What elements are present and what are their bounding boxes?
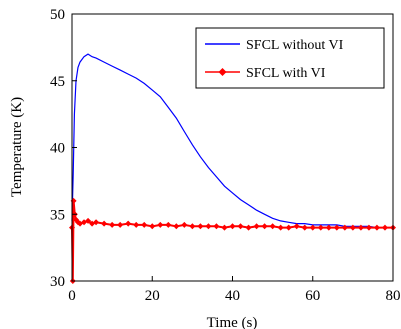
data-point-sfcl-with-vi — [229, 223, 236, 230]
data-point-sfcl-with-vi — [205, 223, 212, 230]
data-point-sfcl-with-vi — [325, 224, 332, 231]
data-point-sfcl-with-vi — [269, 223, 276, 230]
data-point-sfcl-with-vi — [181, 221, 188, 228]
data-point-sfcl-with-vi — [117, 221, 124, 228]
data-point-sfcl-with-vi — [277, 224, 284, 231]
data-point-sfcl-with-vi — [93, 219, 100, 226]
data-point-sfcl-with-vi — [149, 223, 156, 230]
data-point-sfcl-with-vi — [261, 223, 268, 230]
series-line-sfcl-without-vi — [71, 53, 393, 229]
legend: SFCL without VI SFCL with VI — [195, 27, 385, 89]
data-point-sfcl-with-vi — [309, 224, 316, 231]
data-point-sfcl-with-vi — [213, 223, 220, 230]
data-point-sfcl-with-vi — [349, 224, 356, 231]
data-point-sfcl-with-vi — [285, 224, 292, 231]
x-tick-label-0: 0 — [68, 288, 76, 304]
y-tick-label-50: 50 — [50, 7, 65, 23]
data-point-sfcl-with-vi — [333, 224, 340, 231]
data-point-sfcl-with-vi — [341, 224, 348, 231]
data-point-sfcl-with-vi — [197, 223, 204, 230]
x-tick-label-20: 20 — [145, 288, 160, 304]
legend-box — [195, 27, 385, 89]
data-point-sfcl-with-vi — [357, 224, 364, 231]
series-layer — [69, 53, 396, 284]
data-point-sfcl-with-vi — [141, 221, 148, 228]
y-axis-label: Temperature (K) — [9, 97, 25, 197]
data-point-sfcl-with-vi — [133, 221, 140, 228]
y-tick-label-30: 30 — [50, 274, 65, 290]
data-point-sfcl-with-vi — [317, 224, 324, 231]
data-point-sfcl-with-vi — [165, 221, 172, 228]
data-point-sfcl-with-vi — [157, 221, 164, 228]
x-tick-label-80: 80 — [386, 288, 401, 304]
y-tick-label-35: 35 — [50, 207, 65, 223]
legend-marker-sfcl-with-vi — [218, 68, 227, 76]
data-point-sfcl-with-vi — [301, 224, 308, 231]
legend-label-sfcl-with-vi: SFCL with VI — [246, 66, 326, 81]
data-point-sfcl-with-vi — [125, 220, 132, 227]
y-tick-label-45: 45 — [50, 74, 65, 90]
data-point-sfcl-with-vi — [293, 223, 300, 230]
ticks-layer: 0 20 40 60 80 30 35 40 45 50 — [50, 7, 401, 304]
data-point-sfcl-with-vi — [373, 224, 380, 231]
legend-label-sfcl-without-vi: SFCL without VI — [246, 38, 344, 53]
data-point-sfcl-with-vi — [173, 223, 180, 230]
data-point-sfcl-with-vi — [381, 224, 388, 231]
x-tick-label-40: 40 — [225, 288, 240, 304]
data-point-sfcl-with-vi — [109, 221, 116, 228]
data-point-sfcl-with-vi — [85, 217, 92, 224]
data-point-sfcl-with-vi — [237, 223, 244, 230]
y-tick-label-40: 40 — [50, 141, 65, 157]
x-axis-label: Time (s) — [207, 315, 258, 329]
data-point-sfcl-with-vi — [245, 224, 252, 231]
data-point-sfcl-with-vi — [101, 220, 108, 227]
data-point-sfcl-with-vi — [221, 224, 228, 231]
data-point-sfcl-with-vi — [253, 223, 260, 230]
data-point-sfcl-with-vi — [189, 223, 196, 230]
data-point-sfcl-with-vi — [365, 224, 372, 231]
x-tick-label-60: 60 — [305, 288, 320, 304]
series-line-sfcl-with-vi — [71, 200, 393, 282]
